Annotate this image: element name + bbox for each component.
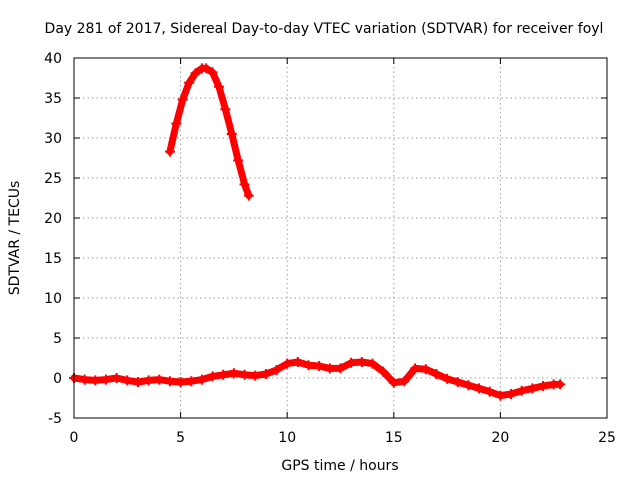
data-point xyxy=(367,358,378,369)
y-tick-label: 25 xyxy=(44,171,62,187)
data-point xyxy=(356,357,367,367)
y-tick-label: 40 xyxy=(44,51,62,67)
data-point xyxy=(555,379,566,390)
x-tick-label: 0 xyxy=(70,430,79,446)
x-tick-label: 20 xyxy=(491,430,509,446)
series-2 xyxy=(69,357,566,401)
data-point xyxy=(218,369,229,380)
data-point xyxy=(335,363,346,374)
data-point xyxy=(201,63,212,74)
chart-title: Day 281 of 2017, Sidereal Day-to-day VTE… xyxy=(45,21,604,37)
data-point xyxy=(175,377,186,387)
y-tick-label: 5 xyxy=(53,331,62,347)
data-point xyxy=(171,118,182,129)
data-point xyxy=(388,377,399,388)
data-point xyxy=(271,365,282,375)
data-point xyxy=(303,360,314,371)
data-point xyxy=(164,376,175,387)
data-point xyxy=(282,358,293,369)
data-point xyxy=(399,376,410,387)
data-point xyxy=(463,380,474,391)
y-tick-label: 35 xyxy=(44,91,62,107)
y-tick-label: 0 xyxy=(53,371,62,387)
data-point xyxy=(190,68,201,79)
data-point xyxy=(324,363,335,374)
data-point xyxy=(228,368,239,379)
data-point xyxy=(90,375,101,386)
data-point xyxy=(132,377,143,387)
series-line xyxy=(166,64,253,200)
x-tick-labels: 0 5 10 15 20 25 xyxy=(70,430,616,446)
x-tick-label: 25 xyxy=(598,430,616,446)
data-point xyxy=(442,373,453,384)
series-1 xyxy=(164,63,254,201)
series-line xyxy=(70,358,564,400)
data-point xyxy=(538,381,549,391)
series-layer xyxy=(69,63,566,401)
data-point xyxy=(239,369,250,380)
data-point xyxy=(410,363,421,374)
data-point xyxy=(213,81,224,92)
data-point xyxy=(111,373,122,383)
data-point xyxy=(243,190,254,201)
x-tick-label: 5 xyxy=(176,430,185,446)
y-tick-label: 10 xyxy=(44,291,62,307)
plot-frame xyxy=(73,57,608,419)
y-axis-label: SDTVAR / TECUs xyxy=(7,181,23,296)
data-point xyxy=(233,155,244,166)
data-point xyxy=(346,357,357,368)
y-tick-label: -5 xyxy=(48,411,62,427)
x-axis-label: GPS time / hours xyxy=(281,458,398,474)
data-point xyxy=(506,389,517,399)
data-point xyxy=(431,369,442,379)
data-point xyxy=(474,383,485,394)
data-point xyxy=(260,369,271,379)
data-point xyxy=(122,375,133,386)
y-tick-label: 20 xyxy=(44,211,62,227)
y-tick-label: 30 xyxy=(44,131,62,147)
data-point xyxy=(184,77,195,88)
data-point xyxy=(314,361,325,371)
data-point xyxy=(516,385,527,396)
x-tick-label: 15 xyxy=(385,430,403,446)
x-tick-label: 10 xyxy=(278,430,296,446)
data-point xyxy=(527,383,538,394)
data-point xyxy=(100,374,111,385)
data-point xyxy=(420,364,431,375)
data-point xyxy=(220,104,231,115)
data-point xyxy=(177,94,188,105)
data-point xyxy=(292,357,303,367)
grid xyxy=(74,58,607,418)
data-point xyxy=(239,179,250,190)
y-tick-labels: -5 0 5 10 15 20 25 30 35 40 xyxy=(44,51,62,427)
data-point xyxy=(79,374,90,385)
data-point xyxy=(226,129,237,139)
data-point xyxy=(484,386,495,397)
data-point xyxy=(143,375,154,386)
data-point xyxy=(378,366,389,377)
data-point xyxy=(196,374,207,385)
data-point xyxy=(207,371,218,382)
data-point xyxy=(207,67,218,78)
data-point xyxy=(186,376,197,387)
data-point xyxy=(164,146,175,157)
data-point xyxy=(495,390,506,401)
y-tick-label: 15 xyxy=(44,251,62,267)
data-point xyxy=(452,377,463,387)
data-point xyxy=(250,370,261,381)
data-point xyxy=(154,374,165,385)
